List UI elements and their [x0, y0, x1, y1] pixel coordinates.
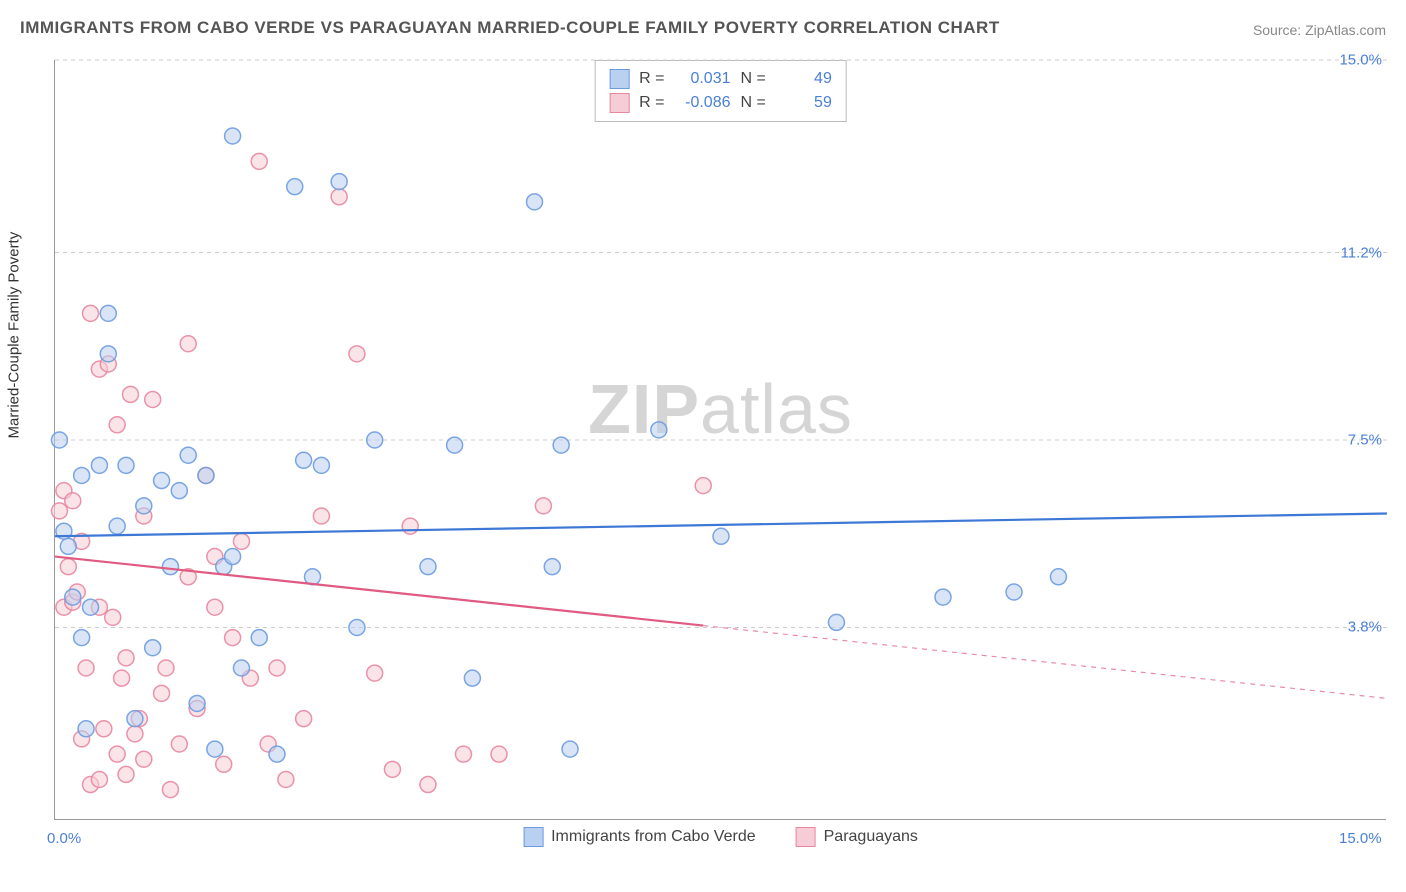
plot-area: ZIPatlas R = 0.031 N = 49 R = -0.086 N =… [54, 60, 1386, 820]
legend-item-2: Paraguayans [796, 827, 918, 847]
chart-title: IMMIGRANTS FROM CABO VERDE VS PARAGUAYAN… [20, 18, 1000, 38]
legend-swatch-2 [796, 827, 816, 847]
legend-swatch-1 [523, 827, 543, 847]
bottom-legend: Immigrants from Cabo Verde Paraguayans [523, 827, 918, 847]
source-label: Source: ZipAtlas.com [1253, 22, 1386, 38]
legend-label-1: Immigrants from Cabo Verde [551, 828, 756, 846]
y-tick: 15.0% [1339, 52, 1382, 69]
x-tick: 15.0% [1339, 830, 1382, 847]
y-axis-title: Married-Couple Family Poverty [6, 232, 23, 439]
y-tick: 7.5% [1348, 432, 1382, 449]
plot-svg [55, 60, 1386, 819]
legend-item-1: Immigrants from Cabo Verde [523, 827, 756, 847]
legend-label-2: Paraguayans [824, 828, 918, 846]
y-tick: 11.2% [1341, 244, 1382, 261]
y-tick: 3.8% [1348, 619, 1382, 636]
x-tick: 0.0% [47, 830, 81, 847]
